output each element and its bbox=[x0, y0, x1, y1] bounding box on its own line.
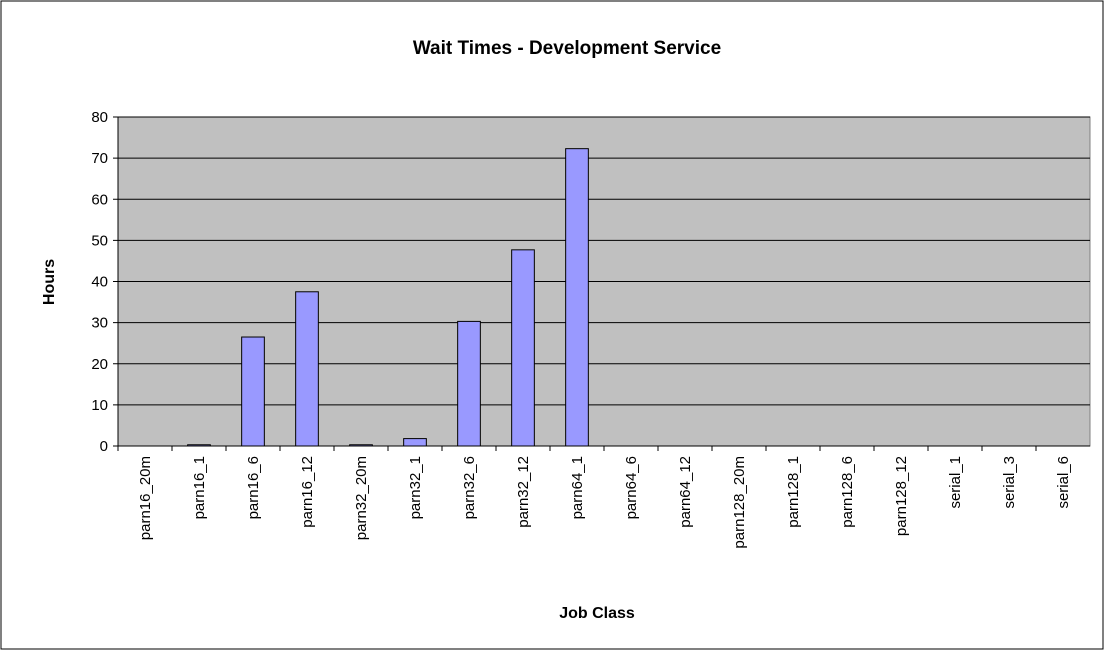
y-tick-label: 80 bbox=[91, 109, 108, 126]
y-tick-label: 0 bbox=[100, 438, 108, 455]
y-tick-label: 10 bbox=[91, 397, 108, 414]
x-tick-label: parn128_6 bbox=[839, 456, 856, 528]
bar bbox=[457, 320, 481, 447]
x-tick-label: parn16_6 bbox=[245, 456, 262, 519]
bar bbox=[295, 291, 319, 447]
bar bbox=[241, 336, 265, 447]
x-tick-label: parn128_20m bbox=[731, 456, 748, 549]
x-tick-label: parn16_12 bbox=[299, 456, 316, 528]
x-tick-label: parn16_1 bbox=[191, 456, 208, 519]
y-tick-label: 30 bbox=[91, 315, 108, 332]
y-tick-label: 50 bbox=[91, 232, 108, 249]
x-tick-label: parn16_20m bbox=[137, 456, 154, 540]
x-tick-label: parn128_12 bbox=[893, 456, 910, 536]
y-tick-label: 60 bbox=[91, 191, 108, 208]
x-tick-label: serial_6 bbox=[1055, 456, 1072, 509]
chart-title: Wait Times - Development Service bbox=[413, 38, 721, 59]
x-tick-label: parn32_1 bbox=[407, 456, 424, 519]
x-tick-label: parn64_12 bbox=[677, 456, 694, 528]
y-axis-title: Hours bbox=[41, 259, 58, 305]
x-tick-label: parn32_20m bbox=[353, 456, 370, 540]
x-tick-label: parn128_1 bbox=[785, 456, 802, 528]
bar bbox=[511, 249, 535, 447]
x-tick-label: parn32_12 bbox=[515, 456, 532, 528]
bar bbox=[565, 148, 589, 447]
x-tick-label: parn64_6 bbox=[623, 456, 640, 519]
x-tick-label: parn32_6 bbox=[461, 456, 478, 519]
y-tick-label: 70 bbox=[91, 150, 108, 167]
x-tick-label: serial_3 bbox=[1001, 456, 1018, 509]
bar bbox=[403, 438, 427, 447]
x-axis-title: Job Class bbox=[559, 605, 635, 622]
x-tick-label: parn64_1 bbox=[569, 456, 586, 519]
y-tick-label: 40 bbox=[91, 274, 108, 291]
y-tick-label: 20 bbox=[91, 356, 108, 373]
x-tick-label: serial_1 bbox=[947, 456, 964, 509]
